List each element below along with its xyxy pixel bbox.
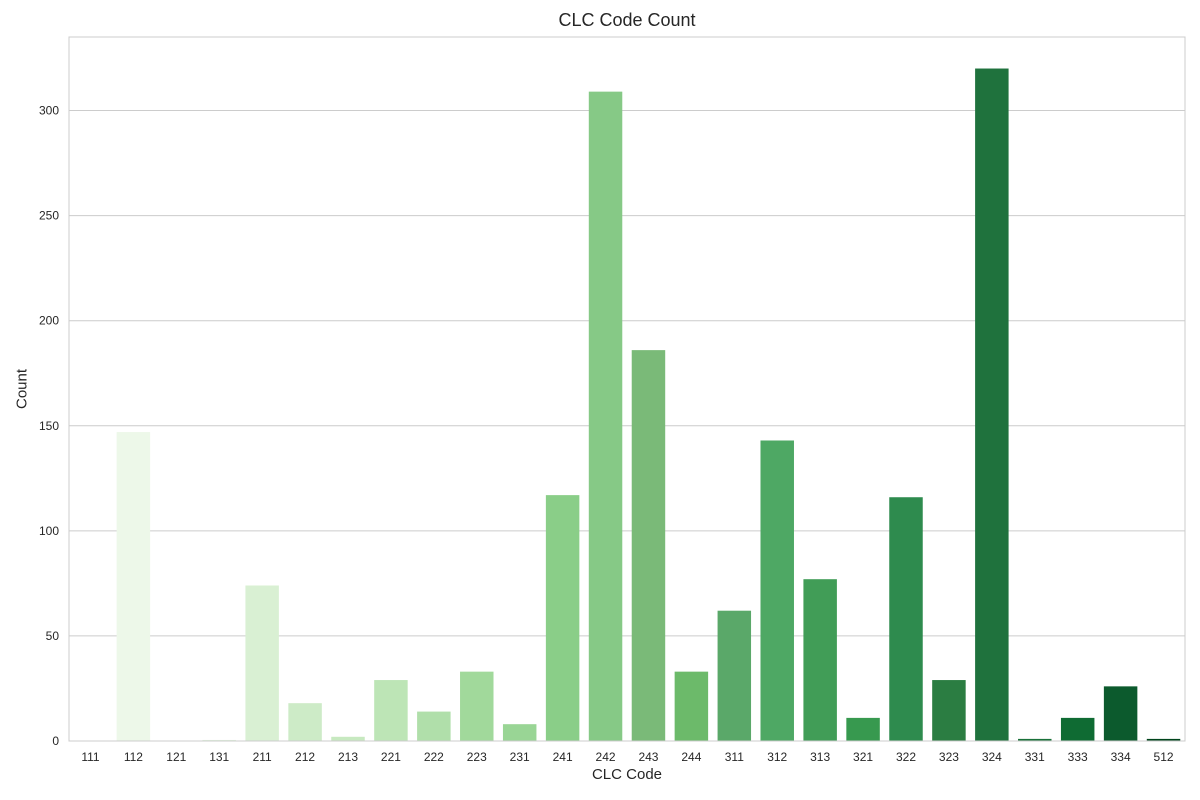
x-tick-label: 121 [166, 750, 186, 764]
x-tick-label: 111 [81, 750, 100, 764]
y-tick-label: 200 [39, 314, 59, 328]
bar-112 [116, 432, 151, 741]
x-tick-label: 242 [596, 750, 616, 764]
bar-221 [374, 680, 408, 741]
bar-213 [331, 736, 365, 741]
plot-frame [68, 36, 1186, 742]
bar-244 [674, 671, 709, 741]
bar-212 [288, 703, 322, 741]
bar-323 [932, 680, 966, 741]
x-tick-label: 131 [209, 750, 229, 764]
x-tick-label: 244 [681, 750, 701, 764]
bar-231 [502, 724, 537, 741]
x-tick-label: 213 [338, 750, 358, 764]
chart-title: CLC Code Count [558, 10, 696, 30]
x-tick-label: 112 [124, 750, 143, 764]
x-tick-label: 321 [853, 750, 873, 764]
x-tick-label: 322 [896, 750, 916, 764]
x-tick-label: 223 [467, 750, 487, 764]
y-tick-label: 100 [39, 524, 59, 538]
y-tick-label: 50 [46, 629, 60, 643]
y-tick-label: 300 [39, 104, 59, 118]
bar-313 [803, 579, 837, 741]
x-tick-label: 324 [982, 750, 1002, 764]
x-tick-label: 323 [939, 750, 959, 764]
bar-334 [1103, 686, 1138, 741]
x-tick-label: 222 [424, 750, 444, 764]
x-tick-label: 313 [810, 750, 830, 764]
bar-324 [975, 68, 1009, 741]
x-tick-label: 312 [767, 750, 787, 764]
bar-211 [245, 585, 279, 741]
x-tick-label: 231 [510, 750, 530, 764]
bar-242 [588, 91, 623, 742]
y-tick-label: 250 [39, 209, 59, 223]
x-tick-label: 334 [1111, 750, 1131, 764]
x-tick-label: 243 [638, 750, 658, 764]
bar-331 [1018, 738, 1052, 741]
bar-311 [717, 610, 752, 741]
x-tick-label: 241 [553, 750, 573, 764]
bar-241 [545, 495, 580, 741]
x-tick-label: 311 [725, 750, 744, 764]
x-tick-label: 331 [1025, 750, 1045, 764]
bar-222 [417, 711, 451, 741]
bar-322 [889, 497, 923, 741]
y-tick-label: 0 [52, 734, 59, 748]
x-tick-label: 221 [381, 750, 401, 764]
bar-321 [846, 717, 880, 741]
bar-223 [460, 671, 494, 741]
bar-312 [760, 440, 794, 741]
x-tick-label: 212 [295, 750, 315, 764]
bar-333 [1060, 717, 1095, 741]
bar-131 [202, 739, 236, 741]
y-tick-label: 150 [39, 419, 59, 433]
x-tick-label: 512 [1154, 750, 1174, 764]
bar-512 [1146, 738, 1181, 741]
bar-243 [631, 350, 666, 741]
x-axis-label: CLC Code [591, 766, 663, 783]
x-tick-label: 333 [1068, 750, 1088, 764]
x-tick-label: 211 [253, 750, 272, 764]
